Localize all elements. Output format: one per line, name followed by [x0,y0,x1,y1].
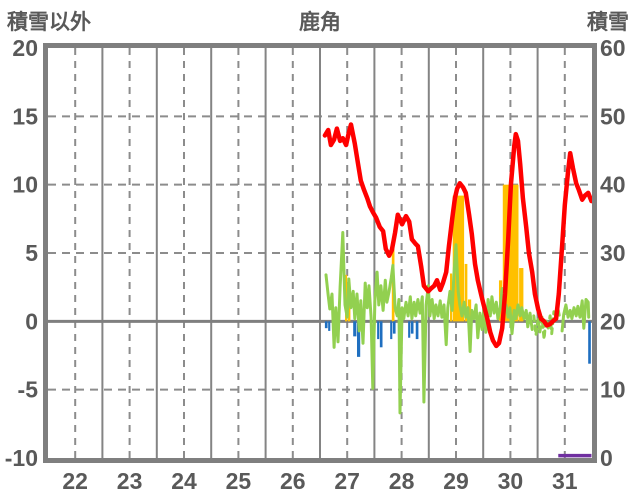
plot-data-layer [322,122,592,415]
blue-bar [392,321,396,334]
x-axis-tick-label: 27 [334,468,360,494]
x-axis-tick-label: 26 [280,468,306,494]
right-axis-tick-label: 60 [600,35,626,61]
yellow-bar [464,263,468,322]
left-axis-tick-label: 20 [12,35,38,61]
right-axis-tick-label: 10 [600,377,626,403]
x-axis-tick-label: 31 [552,468,578,494]
right-axis-tick-label: 30 [600,240,626,266]
yellow-bar [519,268,524,322]
blue-bar [356,321,361,357]
right-axis-tick-label: 40 [600,172,626,198]
blue-bar [328,321,331,331]
right-axis-tick-label: 0 [600,445,613,471]
right-axis-tick-label: 20 [600,308,626,334]
blue-bar [377,321,380,340]
yellow-bar [452,195,465,322]
x-axis-tick-label: 25 [226,468,252,494]
left-axis-tick-label: 15 [12,103,38,129]
right-axis-tick-label: 50 [600,103,626,129]
x-axis-tick-label: 24 [171,468,197,494]
green-line-segment [324,231,534,415]
left-axis-tick-label: 5 [25,240,38,266]
plot-border [43,43,597,463]
x-axis-tick-label: 29 [443,468,469,494]
x-axis-tick-label: 28 [389,468,415,494]
left-axis-tick-label: -10 [5,445,38,471]
blue-bar [408,321,411,338]
x-axis-tick-label: 22 [62,468,88,494]
blue-bar [410,321,414,334]
blue-bar [415,321,419,340]
blue-bar [379,321,383,348]
left-axis-tick-label: 10 [12,172,38,198]
left-axis-tick-label: -5 [18,377,39,403]
left-axis-tick-label: 0 [25,308,38,334]
right-axis-title: 積雪 [587,11,629,34]
green-line-segment [560,298,591,333]
chart-title: 鹿角 [299,11,341,34]
blue-bar [390,321,393,340]
x-axis-tick-label: 23 [117,468,143,494]
red-line [322,122,592,349]
blue-bar [324,321,328,329]
blue-bar [353,321,357,337]
blue-bar [588,321,591,364]
left-axis-title: 積雪以外 [7,11,91,34]
x-axis-tick-label: 30 [498,468,524,494]
